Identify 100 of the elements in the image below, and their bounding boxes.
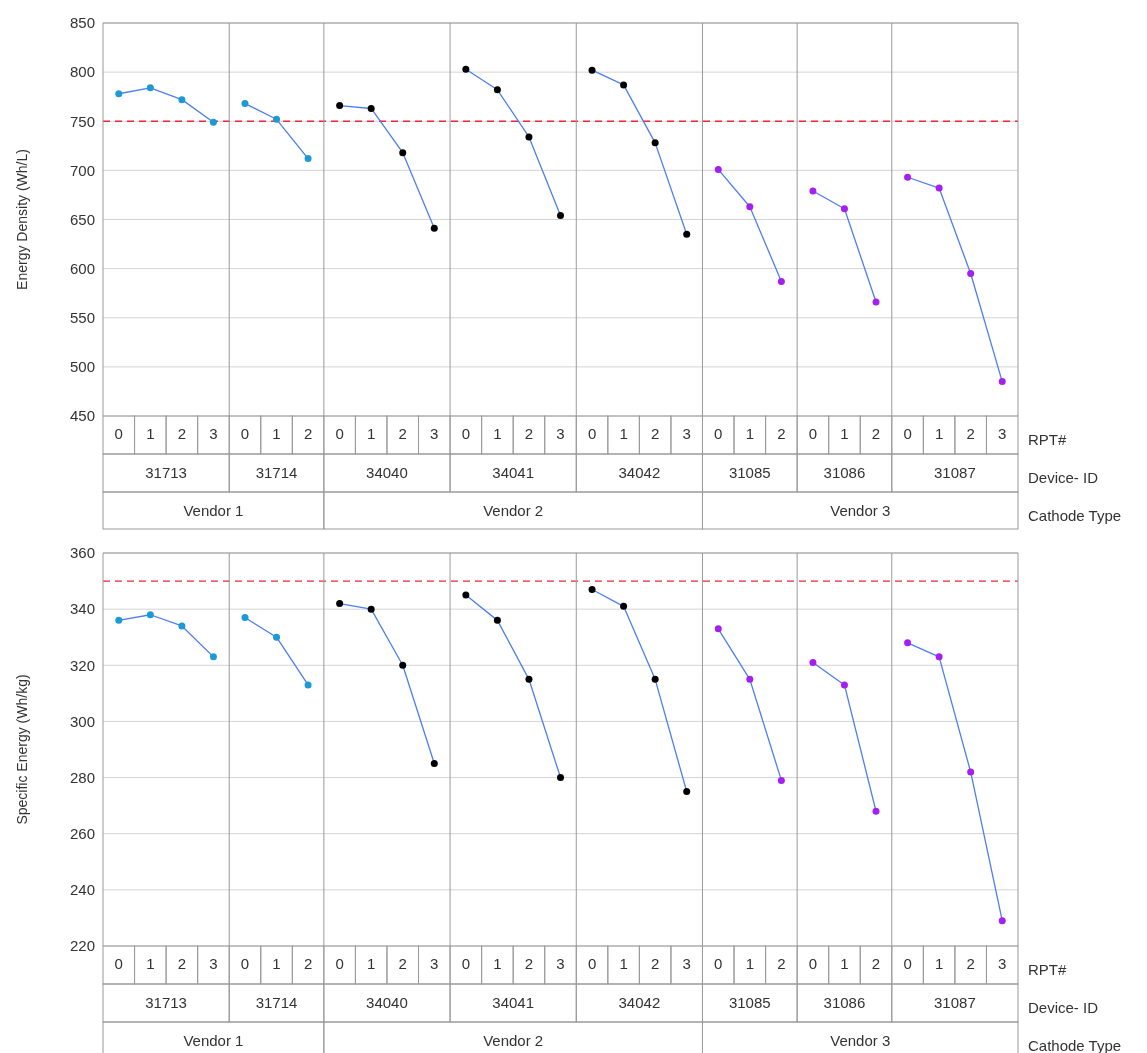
x-tick-label: 2 xyxy=(524,954,534,972)
text: Vendor 1 xyxy=(183,502,244,519)
x-tick-label: 3 xyxy=(209,954,218,972)
text: Vendor 3 xyxy=(830,1032,891,1049)
x-tick-label: 2 xyxy=(303,424,313,442)
x-tick-label: 1 xyxy=(934,954,944,972)
text: 34040 xyxy=(366,464,408,481)
point xyxy=(777,776,785,784)
x-tick-label: 1 xyxy=(272,954,281,972)
y-tick-label: 220 xyxy=(69,937,95,955)
x-tick-label: 0 xyxy=(714,424,723,442)
point xyxy=(273,633,281,641)
x-tick-label: 0 xyxy=(903,954,912,972)
point xyxy=(557,774,564,782)
point xyxy=(967,270,975,278)
point xyxy=(746,203,754,211)
x-tick-label: 2 xyxy=(524,424,534,442)
x-tick-label: 1 xyxy=(272,424,281,442)
point xyxy=(904,173,912,181)
point xyxy=(209,118,217,126)
point xyxy=(683,788,691,796)
y-tick-label: 750 xyxy=(69,112,95,130)
text: 31085 xyxy=(728,994,771,1011)
text: Device- ID xyxy=(1028,469,1099,486)
x-tick-label: 2 xyxy=(966,424,975,442)
point xyxy=(367,605,375,613)
point xyxy=(115,90,123,98)
x-tick-label: 0 xyxy=(240,954,250,972)
x-tick-label: 1 xyxy=(619,424,628,442)
point xyxy=(872,298,880,306)
x-tick-label: 3 xyxy=(998,954,1007,972)
x-tick-label: 0 xyxy=(714,954,723,972)
x-tick-label: 1 xyxy=(367,954,376,972)
x-tick-label: 1 xyxy=(493,424,502,442)
point xyxy=(777,277,785,285)
point xyxy=(714,625,722,633)
y-tick-label: 800 xyxy=(69,63,95,81)
point xyxy=(493,86,501,94)
x-tick-label: 3 xyxy=(556,954,565,972)
point xyxy=(998,378,1006,386)
point xyxy=(872,807,880,815)
point xyxy=(178,622,186,630)
x-tick-label: 3 xyxy=(556,424,565,442)
x-tick-label: 2 xyxy=(650,424,660,442)
x-tick-label: 1 xyxy=(934,424,944,442)
x-tick-label: 3 xyxy=(430,954,439,972)
x-tick-label: 0 xyxy=(587,424,597,442)
text: 34042 xyxy=(618,464,661,481)
x-tick-label: 1 xyxy=(840,424,849,442)
x-tick-label: 2 xyxy=(871,954,881,972)
text: 31714 xyxy=(255,464,298,481)
x-tick-label: 2 xyxy=(966,954,975,972)
point xyxy=(367,104,375,112)
point xyxy=(462,591,470,599)
text: 31713 xyxy=(145,464,187,481)
x-tick-label: 0 xyxy=(114,954,123,972)
text: 34042 xyxy=(618,994,661,1011)
point xyxy=(557,212,564,220)
x-tick-label: 1 xyxy=(367,424,376,442)
x-tick-label: 2 xyxy=(303,954,313,972)
point xyxy=(336,102,344,110)
point xyxy=(967,768,975,776)
text: 34040 xyxy=(366,994,408,1011)
point xyxy=(430,760,438,768)
x-tick-label: 1 xyxy=(745,954,754,972)
y-tick-label: 300 xyxy=(69,712,95,730)
point xyxy=(273,115,281,123)
point xyxy=(399,661,407,669)
x-tick-label: 2 xyxy=(650,954,660,972)
text: Vendor 2 xyxy=(483,1032,544,1049)
x-tick-label: 0 xyxy=(808,954,818,972)
x-tick-label: 2 xyxy=(398,424,407,442)
point xyxy=(209,653,217,661)
x-tick-label: 0 xyxy=(335,424,344,442)
x-tick-label: 0 xyxy=(461,424,471,442)
x-tick-label: 0 xyxy=(335,954,344,972)
y-tick-label: 500 xyxy=(69,358,95,376)
x-tick-label: 1 xyxy=(745,424,754,442)
point xyxy=(651,139,659,147)
y-tick-label: 360 xyxy=(69,544,95,562)
point xyxy=(115,616,123,624)
x-tick-label: 0 xyxy=(240,424,250,442)
x-tick-label: 0 xyxy=(114,424,123,442)
point xyxy=(430,224,438,232)
x-tick-label: 1 xyxy=(619,954,628,972)
y-tick-label: 650 xyxy=(69,210,95,228)
x-tick-label: 0 xyxy=(587,954,597,972)
x-tick-label: 3 xyxy=(430,424,439,442)
text: 34041 xyxy=(492,994,535,1011)
point xyxy=(399,149,407,157)
point xyxy=(146,84,154,92)
y-tick-label: 550 xyxy=(69,309,95,327)
text: 31714 xyxy=(255,994,298,1011)
point xyxy=(620,602,628,610)
y-tick-label: 850 xyxy=(69,14,95,32)
point xyxy=(336,600,344,608)
y-tick-label: 240 xyxy=(69,881,95,899)
x-tick-label: 2 xyxy=(398,954,407,972)
text: 34041 xyxy=(492,464,535,481)
x-tick-label: 2 xyxy=(777,954,786,972)
